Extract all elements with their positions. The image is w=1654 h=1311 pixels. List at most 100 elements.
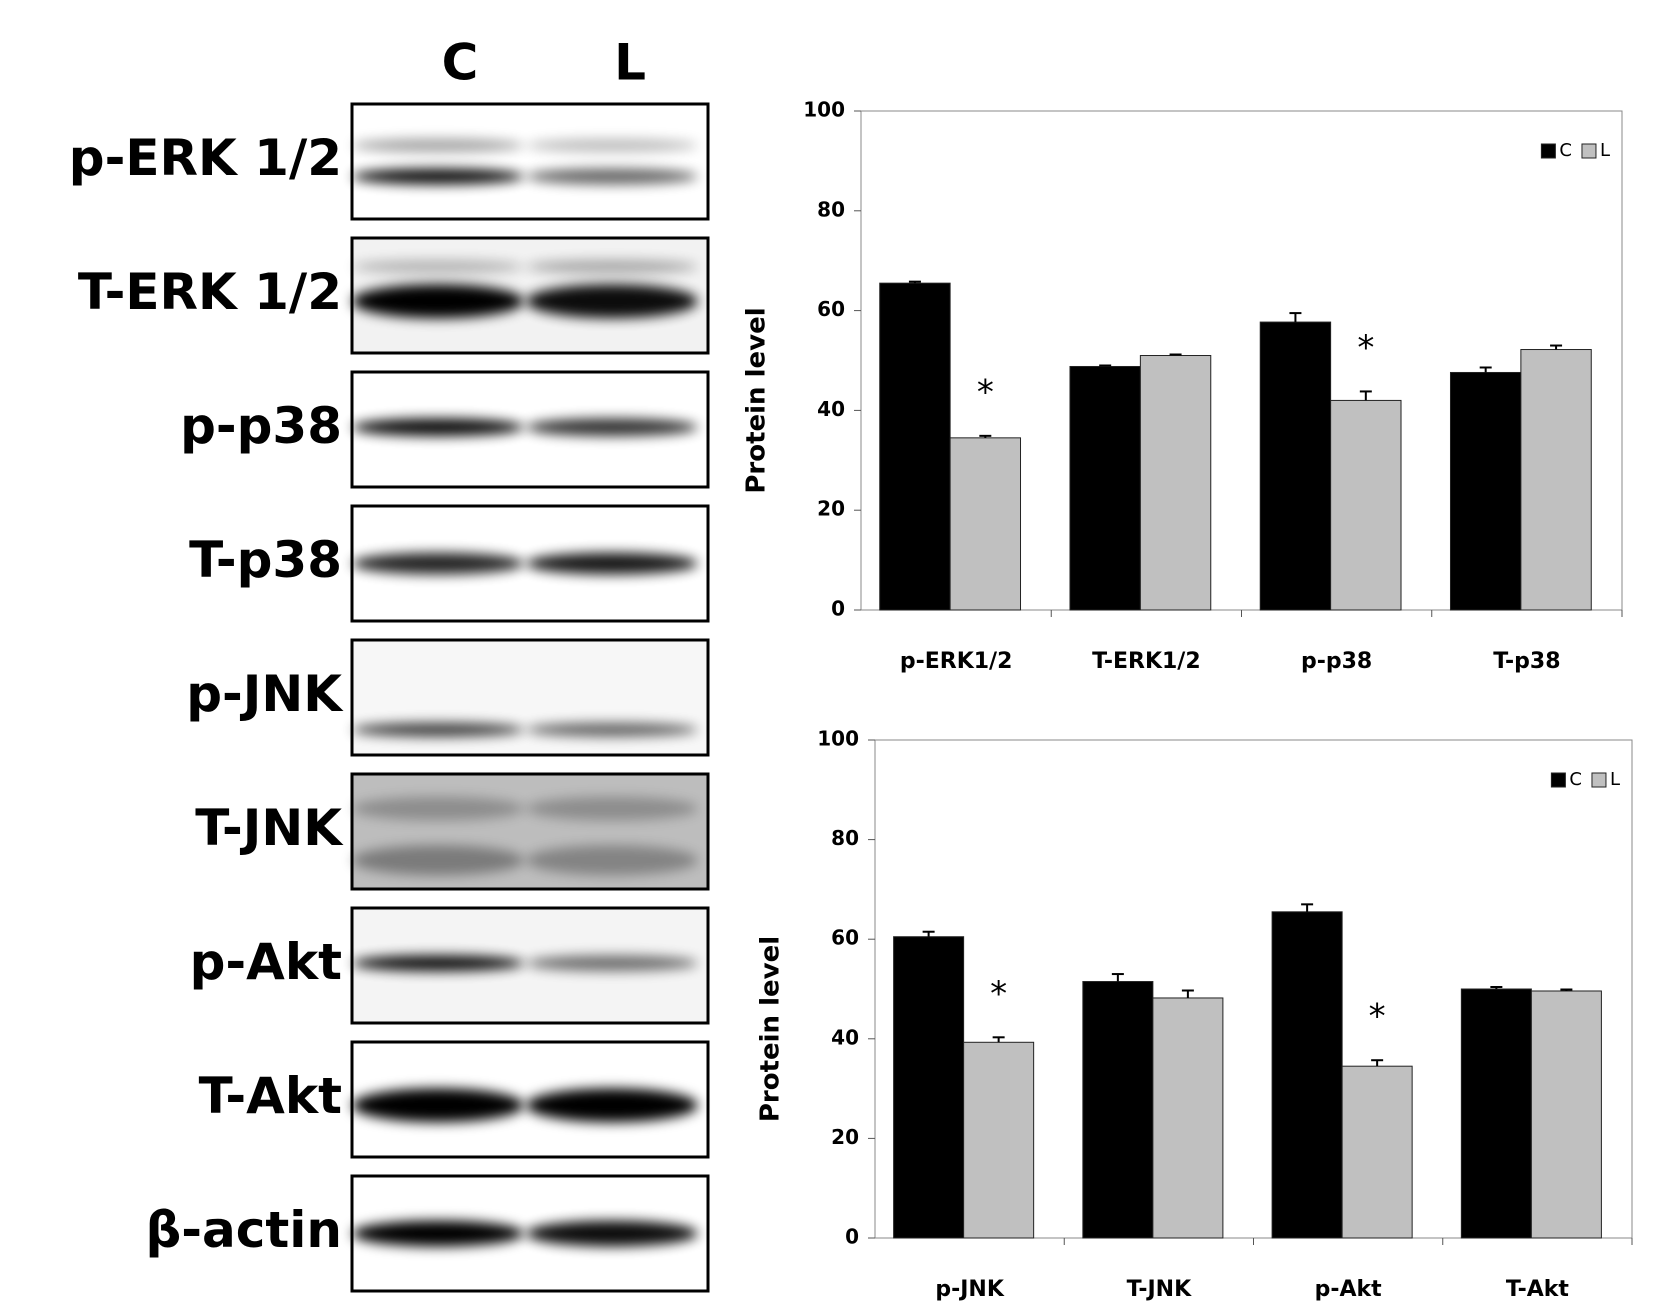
blot-background [352, 104, 708, 219]
bar [1069, 365, 1141, 611]
blot-row [350, 236, 710, 355]
bar [1449, 371, 1522, 611]
blot-label: T-p38 [189, 531, 342, 589]
y-tick-label: 20 [817, 497, 845, 521]
blot-background [352, 640, 708, 755]
band [352, 418, 524, 437]
blot-label: p-JNK [186, 665, 344, 723]
error-bar [1560, 988, 1573, 991]
band [526, 955, 698, 972]
bar [1271, 911, 1343, 1239]
bar [963, 1041, 1035, 1239]
band [526, 168, 698, 185]
x-tick-label: p-ERK1/2 [900, 649, 1013, 674]
y-tick-label: 20 [831, 1125, 859, 1149]
y-axis-label: Protein level [742, 307, 772, 493]
blot-row [350, 1174, 710, 1293]
error-bar [1301, 903, 1314, 912]
bar [1139, 355, 1212, 611]
blot-frame [350, 906, 710, 1025]
error-bar [1550, 344, 1563, 350]
band [352, 138, 524, 153]
band [352, 722, 524, 737]
bar [879, 282, 951, 611]
blot-label: p-Akt [190, 933, 342, 991]
legend-label: L [1600, 140, 1610, 161]
lane-label: C [442, 34, 479, 92]
y-tick-label: 0 [845, 1225, 859, 1249]
x-tick-label: T-ERK1/2 [1092, 649, 1201, 674]
x-tick-label: T-p38 [1493, 649, 1560, 674]
y-tick-label: 40 [817, 397, 845, 421]
blot-row [350, 772, 710, 891]
band [526, 259, 698, 274]
y-tick-label: 0 [831, 597, 845, 621]
band [352, 168, 524, 185]
legend-label: C [1559, 140, 1572, 161]
blot-frame [350, 102, 710, 221]
band [352, 552, 524, 575]
error-bar [1289, 312, 1302, 323]
error-bar [922, 930, 935, 937]
error-bar [1181, 989, 1194, 998]
y-tick-label: 40 [831, 1025, 859, 1049]
band [352, 1088, 524, 1123]
y-tick-label: 60 [817, 297, 845, 321]
blot-row [350, 102, 710, 221]
band [526, 284, 698, 319]
blot-row [350, 638, 710, 757]
blot-frame [350, 504, 710, 623]
legend-swatch [1540, 143, 1556, 159]
significance-mark: * [1369, 997, 1386, 1037]
blot-frame [350, 772, 710, 891]
significance-mark: * [990, 974, 1007, 1014]
band [352, 284, 524, 319]
bar [893, 936, 965, 1239]
band [526, 796, 698, 821]
blot-label: p-p38 [180, 397, 342, 455]
legend-label: C [1569, 769, 1582, 790]
band [526, 138, 698, 153]
band [352, 845, 524, 876]
blot-label: T-ERK 1/2 [78, 263, 342, 321]
band [352, 796, 524, 821]
bar [1152, 997, 1224, 1239]
y-tick-label: 80 [831, 826, 859, 850]
band [526, 845, 698, 876]
blot-label: T-Akt [199, 1067, 342, 1125]
legend-swatch [1581, 143, 1597, 159]
band [526, 722, 698, 737]
significance-mark: * [977, 372, 994, 412]
band [526, 1220, 698, 1247]
bar [1259, 321, 1332, 611]
blot-frame [350, 1040, 710, 1159]
bar [949, 437, 1022, 611]
blot-frame [350, 1174, 710, 1293]
legend-swatch [1550, 772, 1566, 788]
blot-row [350, 504, 710, 623]
error-bar [992, 1036, 1005, 1043]
bar [1082, 981, 1154, 1239]
x-tick-label: p-JNK [935, 1277, 1004, 1302]
band [526, 418, 698, 437]
band [352, 259, 524, 274]
error-bar [979, 434, 992, 438]
error-bar [1490, 986, 1503, 989]
blot-frame [350, 638, 710, 757]
blot-row [350, 906, 710, 1025]
error-bar [908, 280, 921, 284]
x-tick-label: T-Akt [1506, 1277, 1570, 1302]
y-tick-label: 100 [817, 727, 859, 751]
error-bar [1359, 390, 1372, 401]
bar [1520, 349, 1592, 611]
bar [1341, 1065, 1413, 1239]
blot-label: T-JNK [195, 799, 344, 857]
x-tick-label: p-p38 [1301, 649, 1372, 674]
blot-label: p-ERK 1/2 [69, 129, 342, 187]
x-tick-label: p-Akt [1315, 1277, 1383, 1302]
y-tick-label: 80 [817, 197, 845, 221]
legend-label: L [1610, 769, 1620, 790]
band [526, 552, 698, 575]
